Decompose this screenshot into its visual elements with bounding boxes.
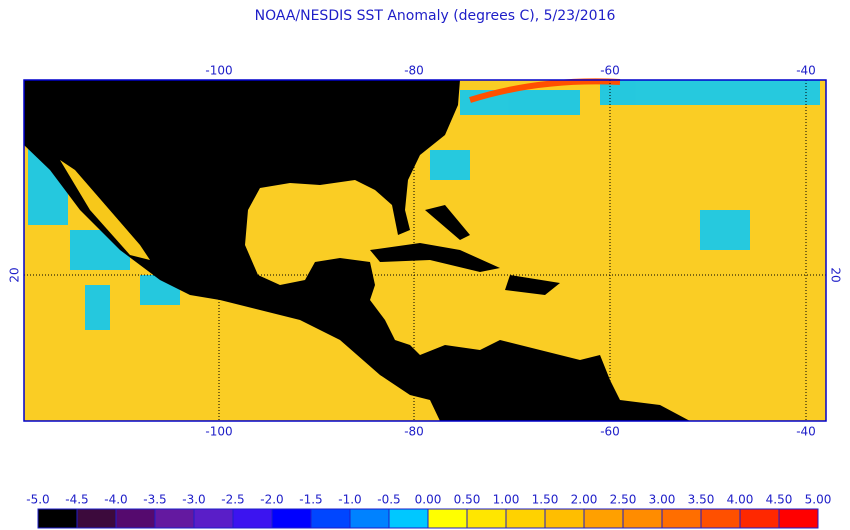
colorbar-label: -2.0 xyxy=(260,493,283,507)
colorbar-swatch xyxy=(349,508,390,529)
colorbar-label: -0.5 xyxy=(377,493,400,507)
right-tick-label: 20 xyxy=(829,267,843,282)
colorbar-label: -1.0 xyxy=(338,493,361,507)
top-tick-label: -80 xyxy=(404,64,424,78)
colorbar-swatch xyxy=(232,508,273,529)
colorbar-swatch xyxy=(115,508,156,529)
colorbar-swatch xyxy=(505,508,546,529)
tick-labels: -100 -80 -60 -40 -100 -80 -60 -40 20 20 xyxy=(8,64,843,439)
colorbar-label: 2.50 xyxy=(610,493,637,507)
colorbar-swatch xyxy=(271,508,312,529)
colorbar-swatch xyxy=(76,508,117,529)
colorbar-label: -4.5 xyxy=(65,493,88,507)
colorbar-label: 5.00 xyxy=(805,493,832,507)
colorbar-label: 4.50 xyxy=(766,493,793,507)
colorbar-swatch xyxy=(193,508,234,529)
colorbar-swatch xyxy=(427,508,468,529)
colorbar-swatch xyxy=(388,508,429,529)
colorbar-label: -2.5 xyxy=(221,493,244,507)
colorbar-label: 1.50 xyxy=(532,493,559,507)
bahamas xyxy=(425,205,470,240)
map-frame xyxy=(23,79,827,422)
title: NOAA/NESDIS SST Anomaly (degrees C), 5/2… xyxy=(255,8,616,24)
land-americas xyxy=(24,80,690,421)
colorbar-label: 1.00 xyxy=(493,493,520,507)
colorbar-label: 0.00 xyxy=(415,493,442,507)
colorbar-swatch xyxy=(778,508,819,529)
colorbar-swatch xyxy=(466,508,507,529)
colorbar-label: 2.00 xyxy=(571,493,598,507)
hispaniola xyxy=(505,275,560,295)
colorbar-swatch xyxy=(739,508,780,529)
colorbar-label: -3.0 xyxy=(182,493,205,507)
colorbar-label: -1.5 xyxy=(299,493,322,507)
top-tick-label: -100 xyxy=(205,64,232,78)
left-tick-label: 20 xyxy=(8,267,22,282)
bottom-tick-label: -80 xyxy=(404,425,424,439)
top-tick-label: -40 xyxy=(796,64,816,78)
map xyxy=(23,78,827,422)
bottom-tick-label: -100 xyxy=(205,425,232,439)
colorbar-swatch xyxy=(544,508,585,529)
colorbar-swatch xyxy=(310,508,351,529)
colorbar-swatch xyxy=(583,508,624,529)
warm-streak xyxy=(469,78,621,103)
colorbar-swatch xyxy=(700,508,741,529)
colorbar: -5.0 -4.5 -4.0 -3.5 -3.0 -2.5 -2.0 -1.5 -1.0 -0.5… xyxy=(26,493,831,529)
colorbar-swatch xyxy=(661,508,702,529)
top-tick-label: -60 xyxy=(600,64,620,78)
bottom-tick-label: -40 xyxy=(796,425,816,439)
cuba xyxy=(370,243,500,272)
colorbar-label: -3.5 xyxy=(143,493,166,507)
colorbar-swatch xyxy=(154,508,195,529)
colorbar-label: -5.0 xyxy=(26,493,49,507)
colorbar-label: 3.50 xyxy=(688,493,715,507)
colorbar-label: 3.00 xyxy=(649,493,676,507)
colorbar-label: -4.0 xyxy=(104,493,127,507)
colorbar-swatch xyxy=(37,508,78,529)
colorbar-label: 0.50 xyxy=(454,493,481,507)
colorbar-label: 4.00 xyxy=(727,493,754,507)
bottom-tick-label: -60 xyxy=(600,425,620,439)
colorbar-swatch xyxy=(622,508,663,529)
gulf-of-california xyxy=(60,160,150,260)
